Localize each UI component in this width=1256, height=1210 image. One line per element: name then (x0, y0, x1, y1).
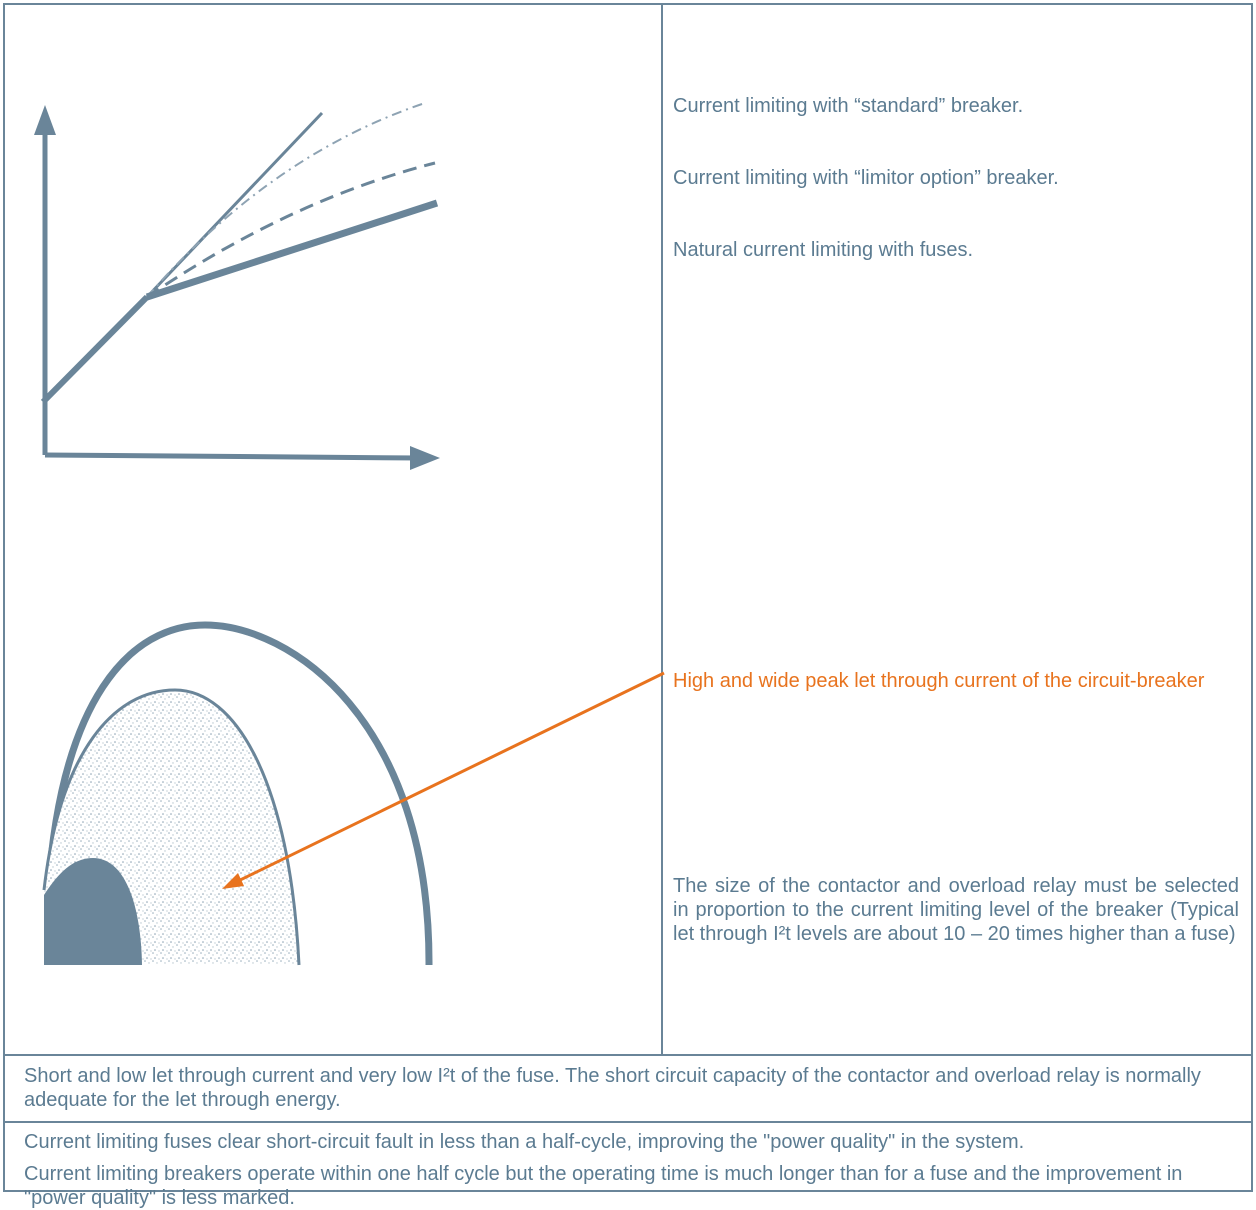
alternate-breaker-curve (146, 161, 436, 299)
footer-line-2: Current limiting breakers operate within… (24, 1163, 1183, 1209)
peak-note: High and wide peak let through current o… (673, 670, 1205, 692)
column-divider (661, 3, 663, 1054)
let-through-figure (42, 621, 665, 966)
pointer-arrowhead (222, 873, 244, 889)
y-axis-arrowhead (34, 105, 56, 135)
row-divider-bottom (3, 1121, 1253, 1123)
standard-breaker-curve (145, 111, 324, 299)
current-limiting-chart (34, 102, 440, 470)
x-axis (44, 452, 421, 461)
outer-frame (3, 3, 1253, 1192)
limitor-breaker-curve (146, 102, 426, 298)
fuse-note: Short and low let through current and ve… (24, 1065, 1201, 1111)
legend-fuses: Natural current limiting with fuses. (673, 239, 974, 261)
fuse-curve (145, 199, 439, 301)
x-axis-arrowhead (410, 446, 440, 470)
footer-line-1: Current limiting fuses clear short-circu… (24, 1131, 1025, 1153)
row-divider-top (3, 1054, 1253, 1056)
legend-standard-breaker: Current limiting with “standard” breaker… (673, 95, 1024, 117)
breaker-peak-outline (44, 621, 433, 966)
limitor-peak-outline (42, 688, 301, 966)
contactor-note: The size of the contactor and overload r… (673, 875, 1239, 945)
fuse-peak-area (44, 858, 142, 965)
pointer-arrow-line (231, 671, 665, 886)
legend-limitor-breaker: Current limiting with “limitor option” b… (673, 167, 1059, 189)
fuse-curve-initial-segment (40, 294, 150, 405)
